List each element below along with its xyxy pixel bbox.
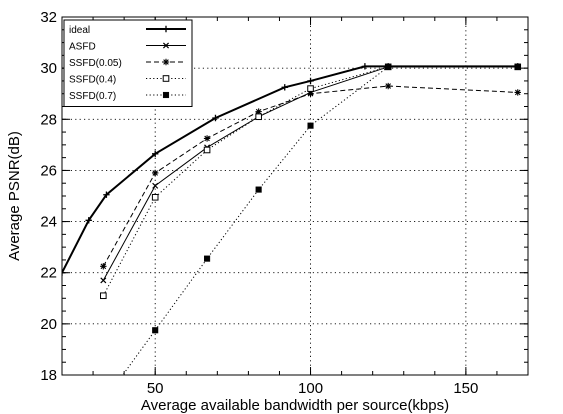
data-point [514,89,521,96]
data-point [385,63,392,70]
data-point [385,82,392,90]
y-tick-label: 28 [40,111,57,128]
y-axis-label: Average PSNR(dB) [6,131,23,261]
y-tick-label: 32 [40,9,57,26]
legend-swatch-marker [162,58,170,66]
data-point [361,63,369,70]
data-point [152,182,159,189]
series-line [122,66,518,375]
legend-box [63,19,193,107]
data-point [307,90,314,97]
data-point [307,122,314,129]
legend-swatch-marker [162,75,170,82]
y-tick-label: 20 [40,316,57,333]
legend-swatch-marker [162,25,170,33]
legend-label: SSFD(0.4) [69,75,116,86]
data-point [203,146,211,154]
x-tick-label: 150 [453,380,478,397]
data-point [103,191,110,198]
data-point [100,277,107,284]
data-point [152,327,159,334]
data-point [203,135,211,142]
legend-swatch-marker [162,42,170,49]
grid [62,17,528,375]
legend-label: SSFD(0.05) [69,58,122,69]
data-point [281,84,288,91]
y-tick-label: 18 [40,367,57,384]
data-point [100,263,107,270]
legend: ideal ASFD SSFD(0.05) SSFD(0.4) SSFD(0.7) [63,19,193,107]
data-point [514,63,521,70]
data-point [85,217,92,224]
series-ssfd-0-05- [100,82,521,270]
data-point [255,108,262,115]
legend-label: ASFD [69,42,96,53]
y-tick-label: 24 [40,214,57,231]
legend-label: ideal [69,25,90,36]
y-tick-label: 26 [40,162,57,179]
data-point [255,186,262,193]
data-point [151,193,159,201]
legend-label: SSFD(0.7) [69,91,116,102]
data-point [307,85,314,92]
data-point [307,77,314,85]
x-tick-label: 50 [147,380,164,397]
series-lines [62,63,522,375]
y-tick-label: 22 [40,265,57,282]
data-point [100,292,107,300]
series-line [62,65,518,274]
series-ssfd-0-7- [122,63,521,375]
data-point [152,150,159,158]
axis-ticks: 50 100 150 18 20 22 24 26 28 30 32 [40,9,529,397]
y-tick-label: 30 [40,60,57,77]
data-point [255,113,262,121]
series-ideal [62,63,521,276]
x-axis-label: Average available bandwidth per source(k… [141,397,449,414]
data-point [62,269,66,276]
legend-swatch-marker [162,91,170,99]
data-point [152,169,159,177]
data-point [212,114,219,122]
data-point [204,255,211,262]
x-tick-label: 100 [298,380,323,397]
